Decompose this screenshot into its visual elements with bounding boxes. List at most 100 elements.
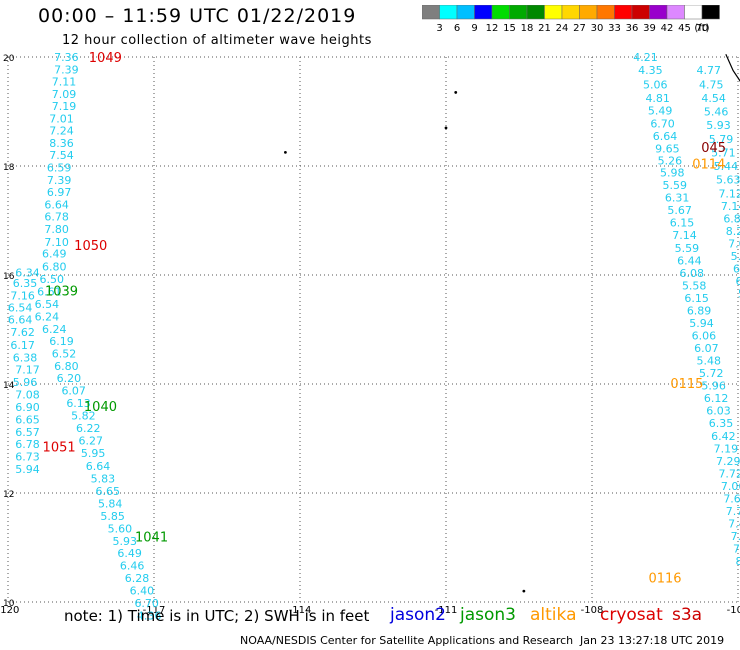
legend: note: 1) Time is in UTC; 2) SWH is in fe… — [0, 605, 740, 629]
color-scale-label: 42 — [661, 23, 674, 34]
wave-height-value: 5.59 — [675, 242, 700, 255]
wave-height-value: 5.46 — [704, 106, 729, 119]
wave-height-value: 5.96 — [701, 380, 726, 393]
credit-line: NOAA/NESDIS Center for Satellite Applica… — [240, 634, 574, 647]
wave-height-value: 4.54 — [701, 92, 726, 105]
y-tick-label: 12 — [3, 490, 14, 500]
wave-height-value: 7.54 — [49, 149, 74, 162]
wave-height-value: 6.44 — [677, 254, 702, 267]
timestamp: Jan 23 13:27:18 UTC 2019 — [580, 634, 725, 647]
wave-height-value: 6.64 — [653, 130, 678, 143]
wave-height-value: 8.36 — [49, 137, 74, 150]
wave-height-value: 7.09 — [52, 88, 77, 101]
wave-height-value: 5.93 — [706, 119, 731, 132]
color-scale-label: 3 — [436, 23, 442, 34]
wave-height-value: 5.71 — [711, 146, 736, 159]
wave-height-value: 6.64 — [86, 460, 111, 473]
color-scale-label: 12 — [486, 23, 499, 34]
wave-height-value: 6.22 — [76, 422, 101, 435]
pass-label: 0116 — [648, 571, 681, 586]
wave-height-value: 5.84 — [98, 497, 123, 510]
wave-height-value: 6.65 — [15, 413, 40, 426]
y-tick-label: 10 — [3, 599, 15, 609]
wave-height-value: 6.49 — [117, 547, 142, 560]
x-tick-label: -105 — [727, 605, 740, 616]
wave-height-value: 4.81 — [645, 92, 670, 105]
wave-height-value: 5.83 — [91, 472, 116, 485]
wave-height-value: 7.39 — [47, 174, 72, 187]
color-scale-label: 9 — [471, 23, 477, 34]
wave-height-value: 6.07 — [61, 385, 86, 398]
wave-height-value: 6.12 — [704, 392, 729, 405]
wave-height-value: 6.78 — [15, 438, 40, 451]
wave-height-value: 6.08 — [680, 267, 705, 280]
wave-height-value: 7.14 — [672, 229, 697, 242]
wave-height-chart: -120 -117 -114 -111 -108 -105 20 18 16 14 12 10 7.36… — [0, 51, 740, 620]
wave-height-value: 7.02 — [728, 237, 740, 250]
y-tick-label: 18 — [3, 163, 15, 173]
wave-height-value: 7.14 — [721, 200, 740, 213]
color-scale-label: 15 — [503, 23, 516, 34]
y-tick-label: 14 — [3, 381, 15, 391]
wave-height-value: 7.36 — [54, 51, 79, 64]
wave-height-value: 7.80 — [44, 223, 69, 236]
wave-height-value: 6.73 — [733, 262, 740, 275]
wave-height-value: 7.44 — [728, 518, 740, 531]
legend-altika: altika — [530, 605, 577, 625]
color-scale-label: 6 — [454, 23, 460, 34]
wave-height-value: 7.11 — [52, 76, 77, 89]
pass-label: 1049 — [89, 51, 122, 66]
coastline — [725, 54, 740, 82]
wave-height-value: 5.94 — [689, 317, 714, 330]
wave-height-value: 6.06 — [692, 329, 717, 342]
wave-height-value: 6.73 — [15, 450, 40, 463]
color-scale-label: 70 — [696, 23, 709, 34]
wave-height-value: 5.67 — [667, 204, 692, 217]
wave-height-value: 5.95 — [81, 447, 106, 460]
x-tick-label: -111 — [435, 605, 458, 616]
wave-height-value: 5.59 — [662, 179, 687, 192]
wave-height-value: 7.19 — [52, 100, 77, 113]
wave-height-value: 6.13 — [66, 397, 91, 410]
wave-height-value: 6.46 — [120, 559, 145, 572]
page-title: 00:00 – 11:59 UTC 01/22/2019 — [38, 5, 357, 27]
x-tick-label: -117 — [143, 605, 166, 616]
wave-height-value: 5.72 — [699, 367, 724, 380]
wave-height-value: 5.58 — [682, 279, 707, 292]
x-tick-label: -114 — [289, 605, 312, 616]
legend-note: note: 1) Time is in UTC; 2) SWH is in fe… — [64, 607, 370, 625]
wave-height-value: 6.03 — [706, 405, 731, 418]
wave-height-value: 5.98 — [660, 167, 685, 180]
color-scale-label: 27 — [573, 23, 586, 34]
color-scale-label: 21 — [538, 23, 551, 34]
wave-height-value: 6.19 — [49, 335, 74, 348]
wave-height-value: 6.70 — [134, 597, 159, 610]
color-scale-label: 39 — [643, 23, 656, 34]
wave-height-value: 7.10 — [44, 236, 69, 249]
wave-height-value: 6.38 — [13, 351, 38, 364]
wave-height-value: 6.54 — [35, 298, 60, 311]
wave-height-value: 6.52 — [52, 347, 77, 360]
pass-label: 1040 — [84, 400, 117, 415]
color-scale-label: 45 — [678, 23, 691, 34]
wave-height-value: 9.65 — [655, 143, 680, 156]
wave-height-value: 7.47 — [731, 530, 740, 543]
wave-height-value: 7.72 — [718, 467, 740, 480]
wave-height-value: 6.97 — [47, 186, 72, 199]
wave-height-value: 6.35 — [13, 277, 38, 290]
wave-height-value: 7.98 — [733, 543, 740, 556]
wave-height-value: 6.31 — [665, 192, 690, 205]
legend-s3a: s3a — [672, 605, 703, 625]
legend-jason2: jason2 — [390, 605, 446, 625]
wave-height-value: 5.60 — [108, 522, 133, 535]
island-marker — [522, 589, 526, 593]
wave-height-value: 7.06 — [721, 480, 740, 493]
island-marker — [454, 91, 458, 94]
x-tick-label: -120 — [0, 605, 19, 616]
wave-height-value: 7.19 — [714, 442, 739, 455]
wave-height-value: 6.49 — [42, 248, 67, 261]
y-tick-label: 16 — [3, 272, 15, 282]
wave-height-value: 7.12 — [718, 187, 740, 200]
wave-height-value: 7.29 — [716, 455, 740, 468]
wave-height-value: 6.28 — [125, 572, 150, 585]
